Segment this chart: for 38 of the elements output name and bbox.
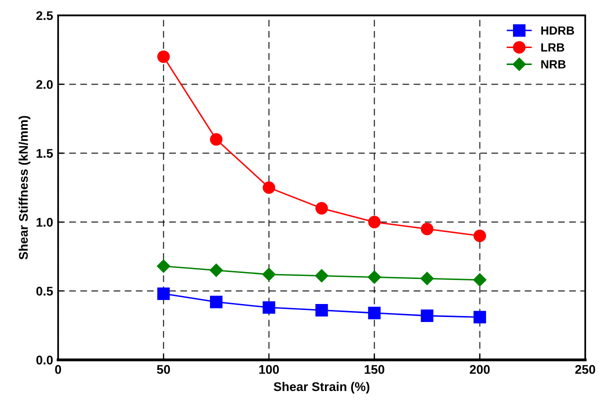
- point: [262, 301, 276, 314]
- point: [420, 310, 434, 322]
- point: [368, 216, 381, 228]
- y-tick-label: 2.0: [36, 80, 53, 89]
- x-tick-label: 200: [470, 365, 490, 374]
- y-tick-label: 2.5: [36, 11, 53, 20]
- point: [315, 202, 328, 215]
- legend-label: HDRB: [541, 26, 574, 35]
- point: [420, 222, 434, 236]
- point: [315, 269, 328, 282]
- x-tick-label: 100: [259, 365, 279, 374]
- point: [156, 260, 170, 273]
- point: [315, 304, 328, 316]
- x-axis-title: Shear Strain (%): [274, 382, 370, 394]
- point: [420, 272, 434, 286]
- x-tick-label: 250: [575, 365, 596, 374]
- x-tick-label: 150: [364, 365, 384, 374]
- y-tick-label: 1.0: [36, 218, 53, 227]
- legend-label: NRB: [541, 60, 566, 68]
- point: [473, 273, 486, 287]
- point: [368, 306, 381, 320]
- y-tick-label: 0.0: [36, 356, 53, 364]
- y-tick-label: 0.5: [36, 286, 53, 296]
- point: [368, 270, 381, 284]
- point: [262, 268, 276, 282]
- point: [157, 50, 170, 63]
- point: [210, 133, 222, 146]
- point: [210, 296, 222, 308]
- x-tick-label: 50: [156, 365, 170, 374]
- legend-label: LRB: [541, 43, 564, 52]
- y-axis-title: Shear Stiffness (kN/mm): [18, 116, 30, 260]
- point: [474, 230, 486, 242]
- x-tick-label: 0: [55, 365, 62, 374]
- point: [157, 287, 170, 300]
- point: [210, 264, 223, 277]
- y-tick-label: 1.5: [36, 149, 53, 158]
- point: [262, 181, 276, 194]
- point: [474, 310, 486, 324]
